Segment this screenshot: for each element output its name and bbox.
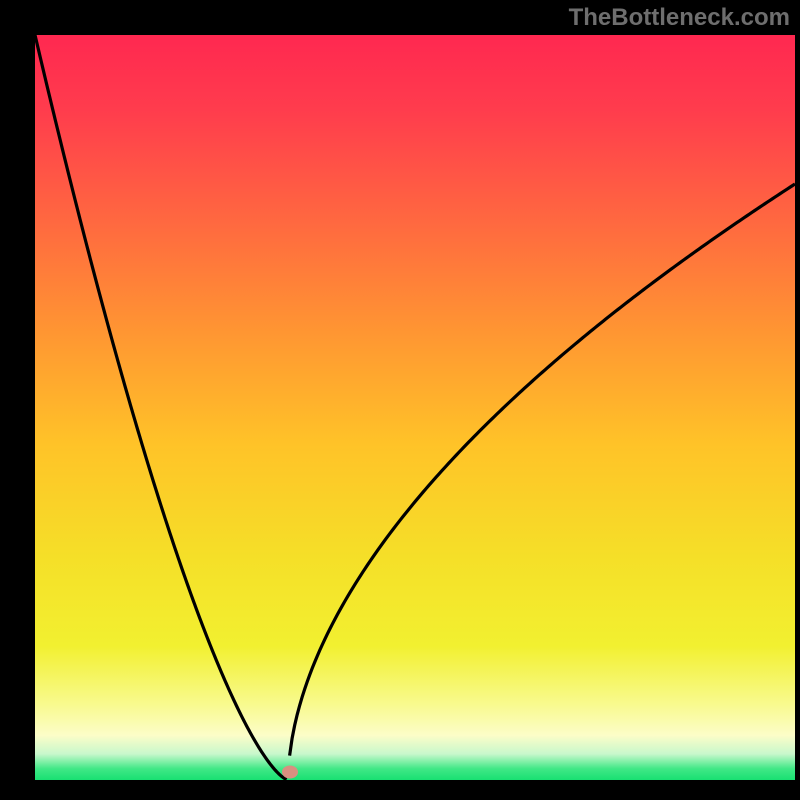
minimum-marker — [282, 765, 298, 778]
watermark-text: TheBottleneck.com — [569, 4, 790, 32]
chart-container: TheBottleneck.com — [0, 0, 800, 800]
bottleneck-curve — [35, 35, 795, 780]
plot-area — [35, 35, 795, 780]
